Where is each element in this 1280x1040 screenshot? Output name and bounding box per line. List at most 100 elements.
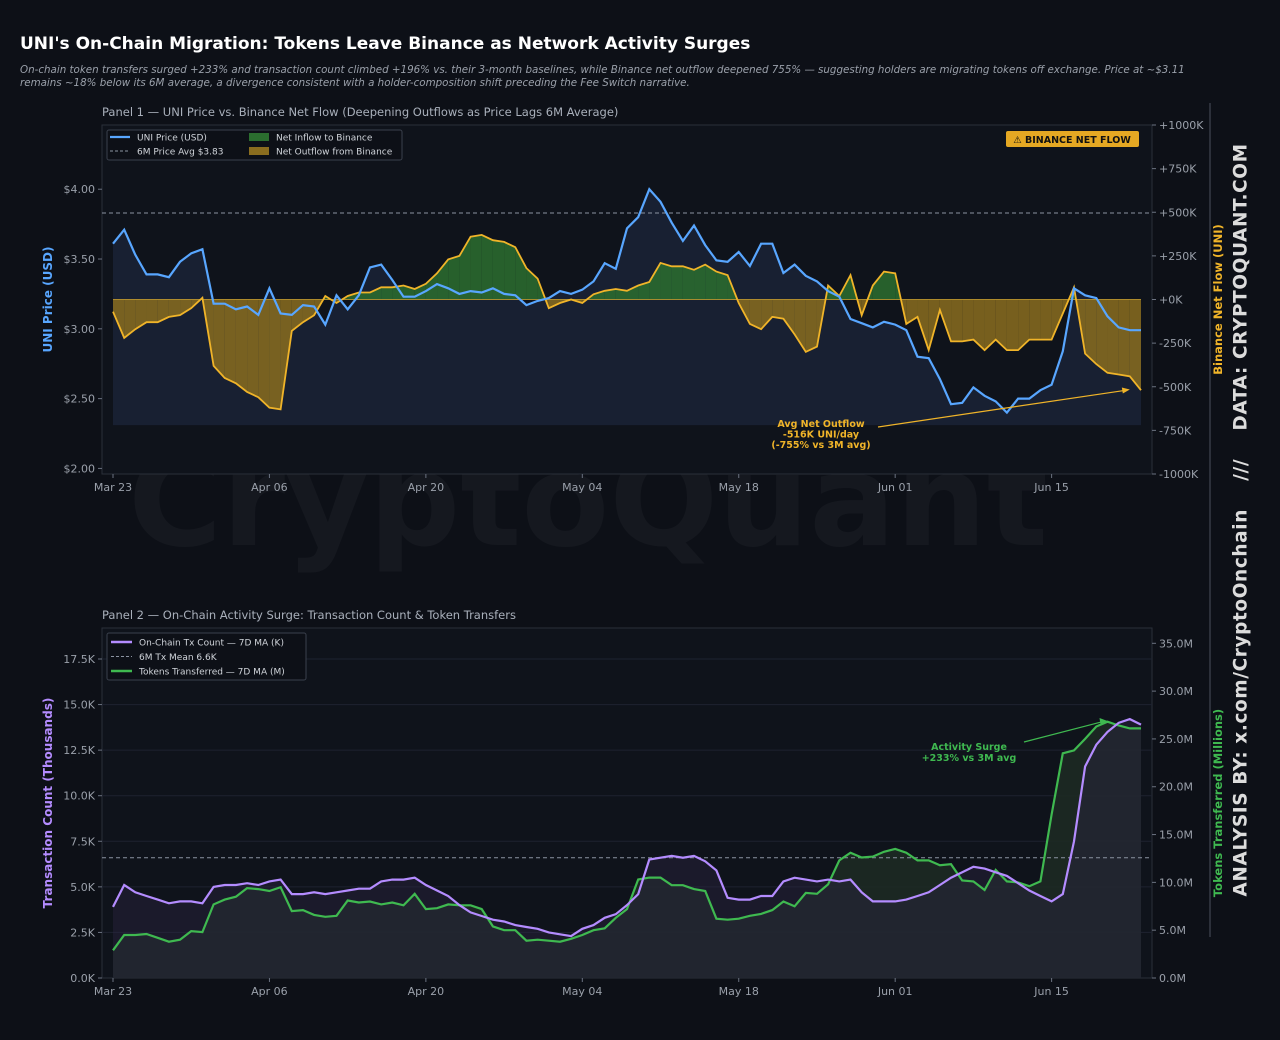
inflow-fill xyxy=(515,247,527,300)
activity-annotation-arrow xyxy=(1023,721,1102,743)
panel1-y2-tick-label: -250K xyxy=(1159,337,1192,350)
inflow-fill xyxy=(682,266,695,300)
outflow-fill xyxy=(995,299,1007,351)
analysis-credit: ANALYSIS BY: x.com/CryptoOnchain xyxy=(1230,509,1252,897)
outflow-fill xyxy=(772,299,784,319)
tx-count-line xyxy=(112,717,1142,938)
panel1-y2-tick-label: +0K xyxy=(1159,294,1183,307)
panel2-y-tick-label: 7.5K xyxy=(70,835,95,848)
outflow-fill xyxy=(1029,299,1041,340)
panel2-x-tick-label: May 04 xyxy=(562,985,602,998)
outflow-annotation-text: -516K UNI/day xyxy=(783,430,860,441)
panel2-y-axis-label: Transaction Count (Thousands) xyxy=(41,698,55,909)
inflow-fill xyxy=(671,266,683,300)
binance-net-flow-line xyxy=(112,233,1142,411)
panel2-y-tick-label: 12.5K xyxy=(63,744,95,757)
panel1-x-tick-label: Apr 06 xyxy=(251,481,288,494)
outflow-fill xyxy=(794,299,806,352)
outflow-fill xyxy=(1040,299,1052,340)
outflow-fill xyxy=(1006,299,1019,351)
panel1-x-tick-label: Jun 15 xyxy=(1033,481,1069,494)
legend-panel-2 xyxy=(106,632,307,681)
tokens-transferred-line xyxy=(112,720,1141,951)
uni-price-line xyxy=(112,187,1141,415)
panel2-y-tick-label: 2.5K xyxy=(70,926,95,939)
outflow-fill xyxy=(1085,299,1097,365)
inflow-fill xyxy=(649,262,661,300)
inflow-fill xyxy=(370,287,382,300)
outflow-annotation-arrow xyxy=(877,389,1124,428)
outflow-fill xyxy=(783,299,795,335)
panel1-y2-tick-label: +250K xyxy=(1159,250,1197,263)
legend-item-label: 6M Price Avg $3.83 xyxy=(137,148,223,158)
legend-item-label: On-Chain Tx Count — 7D MA (K) xyxy=(139,639,284,649)
binance-net-flow-badge xyxy=(1006,131,1139,147)
panel2-x-tick-label: Apr 06 xyxy=(251,985,288,998)
side-label-text: ANALYSIS BY: x.com/CryptoOnchain /// DAT… xyxy=(1231,143,1252,896)
panel2-y2-tick-label: 5.0M xyxy=(1159,924,1186,937)
panel1-y2-tick-label: -500K xyxy=(1159,381,1192,394)
outflow-fill xyxy=(962,299,974,342)
inflow-fill xyxy=(615,289,627,300)
tokens-area xyxy=(113,721,1141,978)
outflow-fill xyxy=(235,299,248,392)
inflow-fill xyxy=(481,234,493,300)
panel1-y2-axis-label: Binance Net Flow (UNI) xyxy=(1211,224,1225,374)
outflow-fill xyxy=(749,299,762,330)
panel1-x-tick-label: May 18 xyxy=(719,481,759,494)
panel2-panel-title: Panel 2 — On-Chain Activity Surge: Trans… xyxy=(102,608,516,622)
panel2-y2-tick-label: 0.0M xyxy=(1159,972,1186,985)
inflow-fill xyxy=(604,289,616,300)
inflow-fill xyxy=(437,259,449,300)
legend-item-label: Net Inflow to Binance xyxy=(276,134,373,144)
panel1-y2-tick-label: +500K xyxy=(1159,206,1197,219)
outflow-fill xyxy=(1096,299,1108,373)
panel2-x-tick-label: Jun 01 xyxy=(877,985,913,998)
outflow-fill xyxy=(761,299,773,330)
panel2-y-tick-label: 10.0K xyxy=(63,790,95,803)
legend-item-label: 6M Tx Mean 6.6K xyxy=(139,653,218,663)
outflow-annotation-text: Avg Net Outflow xyxy=(777,419,865,430)
panel1-y2-tick-label: +1000K xyxy=(1159,119,1204,132)
outflow-fill xyxy=(168,299,181,317)
panel2-y-tick-label: 0.0K xyxy=(70,972,95,985)
inflow-fill xyxy=(705,264,717,300)
panel1-y-tick-label: $2.50 xyxy=(64,393,96,406)
outflow-fill xyxy=(135,299,147,330)
panel1-y-tick-label: $4.00 xyxy=(64,183,96,196)
outflow-fill xyxy=(805,299,817,352)
panel1-x-tick-label: Apr 20 xyxy=(408,481,445,494)
panel2-y2-tick-label: 35.0M xyxy=(1159,637,1193,650)
panel1-y-tick-label: $3.00 xyxy=(64,323,96,336)
panel2-y-tick-label: 15.0K xyxy=(63,699,95,712)
outflow-fill xyxy=(258,299,270,408)
panel2-y-tick-label: 5.0K xyxy=(70,881,95,894)
panel1-y2-tick-label: -1000K xyxy=(1159,468,1199,481)
outflow-fill xyxy=(1118,299,1130,377)
panel2-y2-tick-label: 10.0M xyxy=(1159,876,1193,889)
binance-net-flow-badge-text: ⚠ BINANCE NET FLOW xyxy=(1013,135,1131,146)
legend-item-label: Tokens Transferred — 7D MA (M) xyxy=(138,668,285,678)
panel1-y2-tick-label: -750K xyxy=(1159,424,1192,437)
panel1-panel-title: Panel 1 — UNI Price vs. Binance Net Flow… xyxy=(102,105,618,119)
legend-flow-swatch xyxy=(249,133,269,141)
outflow-fill xyxy=(280,299,292,410)
panel2-x-tick-label: Apr 20 xyxy=(408,985,445,998)
legend-panel-1 xyxy=(106,129,403,161)
activity-annotation-arrowhead xyxy=(1099,717,1108,724)
inflow-fill xyxy=(392,285,404,300)
outflow-fill xyxy=(224,299,236,384)
tx-area xyxy=(113,719,1141,978)
outflow-fill xyxy=(951,299,963,342)
panel1-x-tick-label: May 04 xyxy=(562,481,602,494)
side-separator: /// xyxy=(1230,458,1252,481)
panel1-y-tick-label: $3.50 xyxy=(64,253,96,266)
panel2-y-tick-label: 17.5K xyxy=(63,653,95,666)
inflow-fill xyxy=(884,271,896,300)
inflow-fill xyxy=(358,292,370,300)
panel2-x-tick-label: Mar 23 xyxy=(94,985,132,998)
panel2-y2-tick-label: 25.0M xyxy=(1159,733,1193,746)
inflow-fill xyxy=(694,264,706,300)
outflow-fill xyxy=(984,299,996,351)
panel2-y2-tick-label: 15.0M xyxy=(1159,829,1193,842)
